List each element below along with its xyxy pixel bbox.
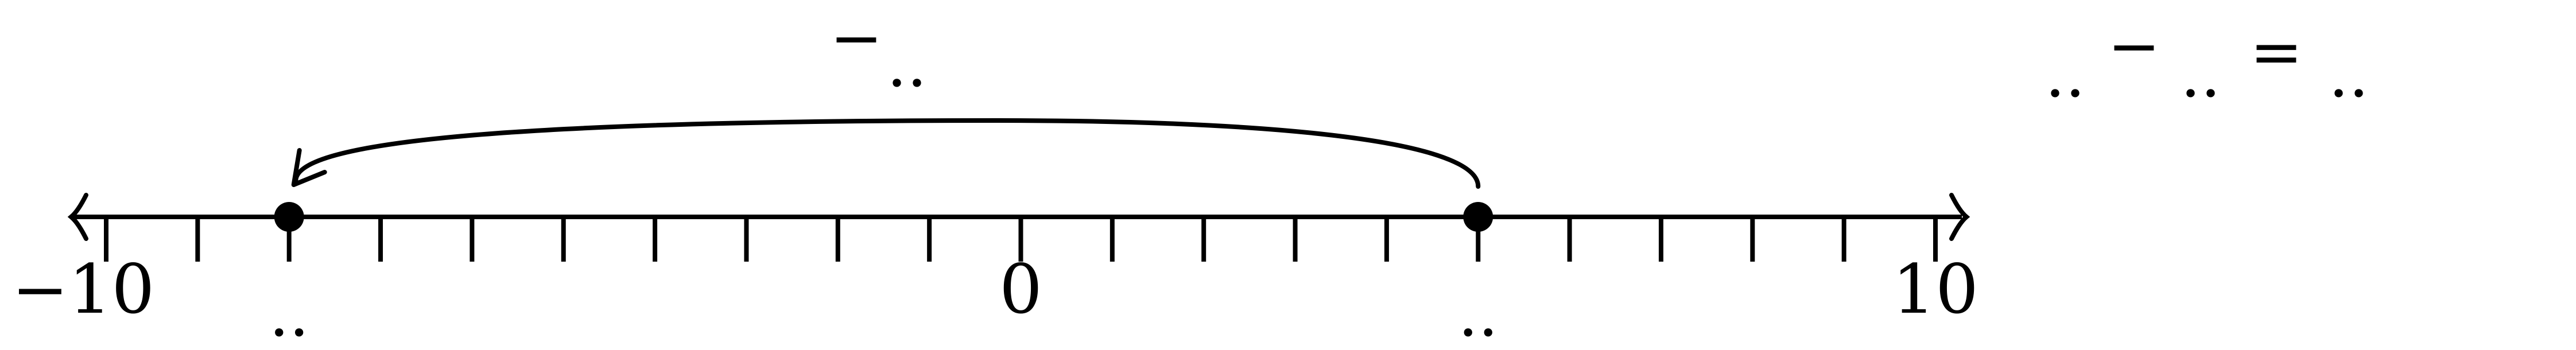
jump-label-dots: .. bbox=[887, 28, 927, 101]
point-marker bbox=[1463, 202, 1493, 232]
tick-label: −10 bbox=[11, 250, 154, 329]
equation-term2: .. bbox=[2181, 38, 2221, 111]
tick-label: 10 bbox=[1892, 250, 1978, 329]
right-arrowhead bbox=[1949, 193, 1970, 241]
equation-minus: − bbox=[2108, 9, 2160, 83]
jump-arrowhead bbox=[291, 148, 327, 187]
left-arrowhead bbox=[67, 193, 88, 241]
jump-arc bbox=[293, 118, 1481, 189]
point-label: .. bbox=[1458, 277, 1498, 350]
equation-equals: = bbox=[2250, 15, 2303, 88]
point-labels: .... bbox=[269, 277, 1498, 350]
equation: .. − .. = .. bbox=[2045, 9, 2369, 111]
equation-term1: .. bbox=[2045, 38, 2085, 111]
point-label: .. bbox=[269, 277, 309, 350]
point-marker bbox=[274, 202, 304, 232]
tick-label: 0 bbox=[999, 250, 1042, 329]
points bbox=[274, 202, 1493, 232]
tick-labels: −10 0 10 bbox=[11, 250, 1978, 329]
equation-result: .. bbox=[2329, 38, 2369, 111]
jump-label-sign: − bbox=[830, 1, 883, 75]
